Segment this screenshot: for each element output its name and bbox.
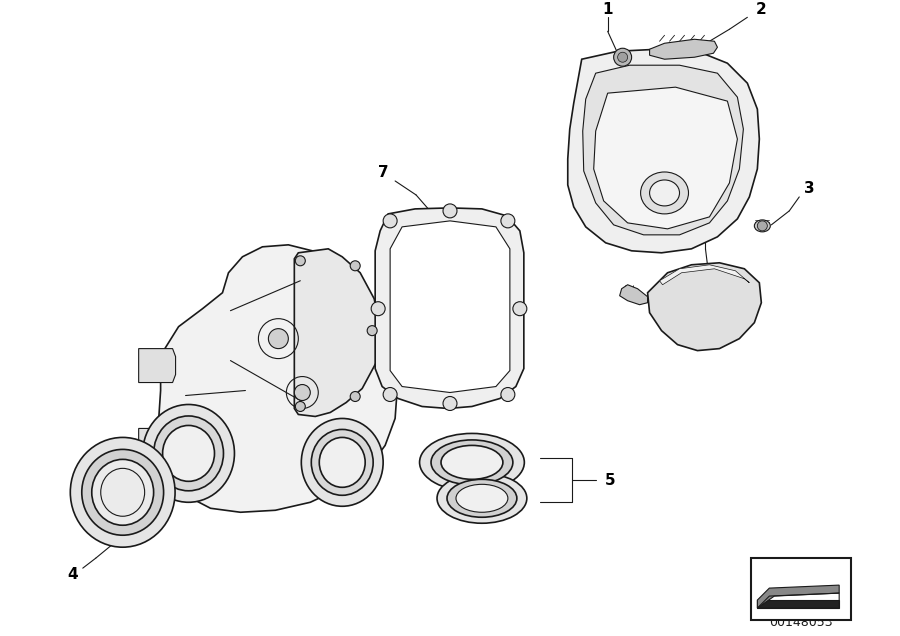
Polygon shape (758, 600, 839, 608)
Polygon shape (158, 245, 397, 512)
Ellipse shape (447, 480, 517, 517)
Circle shape (268, 329, 288, 349)
Circle shape (443, 204, 457, 218)
Ellipse shape (650, 180, 680, 206)
Text: 00148053: 00148053 (770, 616, 833, 628)
Text: 6: 6 (700, 216, 711, 230)
Polygon shape (594, 87, 737, 229)
Ellipse shape (754, 220, 770, 232)
Ellipse shape (437, 473, 526, 523)
Ellipse shape (142, 404, 235, 502)
Circle shape (758, 221, 768, 231)
Circle shape (501, 214, 515, 228)
Polygon shape (650, 39, 717, 59)
Polygon shape (619, 285, 648, 305)
Text: 2: 2 (756, 2, 767, 17)
Text: 7: 7 (378, 165, 389, 181)
Polygon shape (139, 429, 181, 466)
Ellipse shape (456, 485, 508, 512)
Circle shape (501, 387, 515, 401)
Ellipse shape (311, 429, 374, 495)
Circle shape (513, 301, 526, 315)
Circle shape (383, 387, 397, 401)
Circle shape (295, 256, 305, 266)
Ellipse shape (154, 416, 223, 491)
Text: 3: 3 (804, 181, 814, 197)
Ellipse shape (441, 445, 503, 480)
Polygon shape (660, 265, 750, 285)
Ellipse shape (163, 425, 214, 481)
Polygon shape (375, 208, 524, 408)
Circle shape (371, 301, 385, 315)
Text: 1: 1 (602, 2, 613, 17)
Circle shape (294, 385, 310, 401)
Circle shape (295, 401, 305, 411)
Polygon shape (582, 66, 743, 235)
Circle shape (614, 48, 632, 66)
Ellipse shape (70, 438, 176, 547)
Polygon shape (390, 221, 510, 392)
Bar (752, 558, 851, 620)
Text: 4: 4 (68, 567, 78, 582)
Text: 5: 5 (605, 473, 615, 488)
Polygon shape (648, 263, 761, 350)
Polygon shape (294, 249, 380, 417)
Ellipse shape (641, 172, 688, 214)
Circle shape (383, 214, 397, 228)
Ellipse shape (419, 433, 525, 491)
Circle shape (617, 52, 627, 62)
Ellipse shape (302, 418, 383, 506)
Ellipse shape (320, 438, 365, 487)
Ellipse shape (431, 440, 513, 485)
Circle shape (367, 326, 377, 336)
Ellipse shape (92, 459, 154, 525)
Circle shape (350, 392, 360, 401)
Polygon shape (139, 349, 176, 382)
Polygon shape (568, 49, 760, 252)
Ellipse shape (82, 450, 164, 536)
Circle shape (443, 396, 457, 410)
Polygon shape (758, 585, 839, 608)
Circle shape (350, 261, 360, 271)
